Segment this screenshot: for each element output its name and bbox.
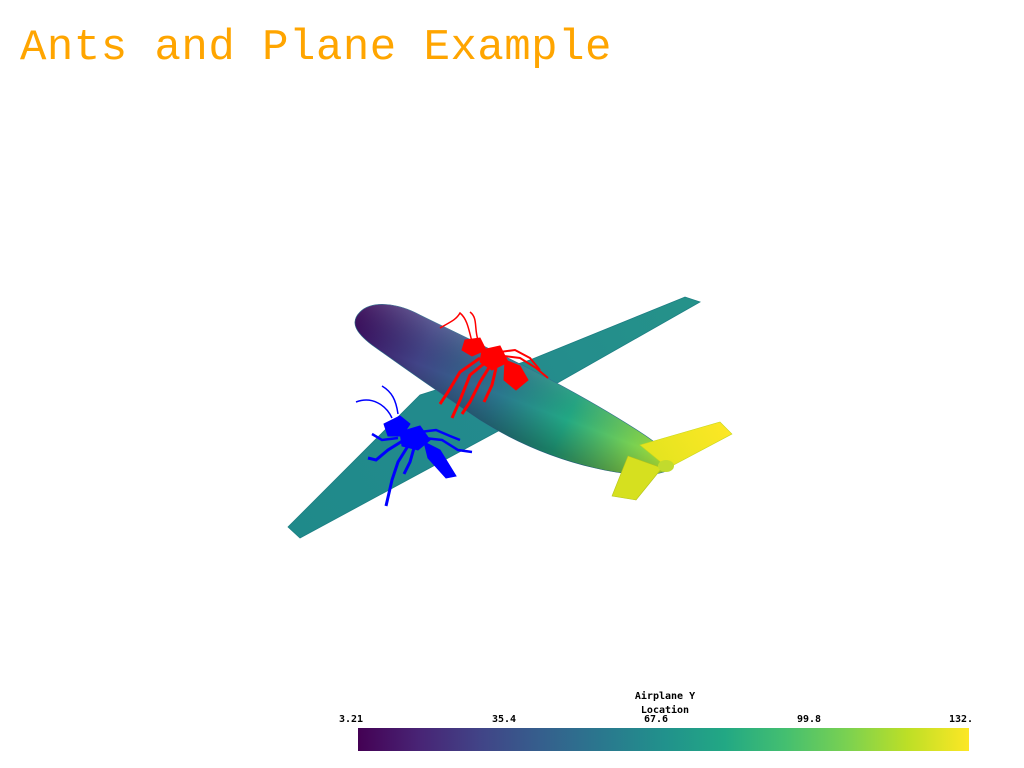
scalar-bar-tick-label: 67.6 bbox=[643, 714, 669, 725]
red-ant-antenna bbox=[439, 311, 473, 343]
red-ant-leg bbox=[460, 365, 492, 415]
red-ant[interactable] bbox=[438, 311, 549, 419]
scalar-bar: Airplane Y Location 3.21 35.4 67.6 99.8 … bbox=[330, 690, 1000, 756]
blue-ant-leg bbox=[402, 447, 416, 475]
red-ant-leg bbox=[482, 367, 498, 403]
scalar-bar-colormap bbox=[358, 728, 969, 751]
scalar-bar-tick-label: 132. bbox=[948, 714, 974, 725]
red-ant-leg bbox=[499, 348, 541, 371]
blue-ant-antenna bbox=[381, 385, 399, 415]
plot-title: Ants and Plane Example bbox=[20, 23, 612, 73]
red-ant-leg bbox=[503, 355, 549, 379]
blue-ant-abdomen bbox=[423, 441, 457, 479]
blue-ant-leg bbox=[371, 432, 399, 442]
scalar-bar-title: Airplane Y Location bbox=[634, 691, 696, 716]
scalar-bar-tick-label: 99.8 bbox=[796, 714, 822, 725]
red-ant-abdomen bbox=[503, 359, 529, 391]
blue-ant-antenna bbox=[355, 399, 393, 419]
red-ant-leg bbox=[438, 356, 481, 405]
red-ant-antenna bbox=[469, 311, 479, 341]
blue-ant-leg bbox=[367, 438, 405, 462]
airplane-vertical-tail bbox=[611, 455, 663, 501]
blue-ant-leg bbox=[384, 445, 410, 507]
airplane-tail-cone bbox=[658, 460, 674, 472]
blue-ant-leg bbox=[419, 428, 461, 442]
red-ant-head bbox=[461, 337, 487, 357]
airplane-horizontal-stabilizer bbox=[639, 421, 733, 469]
scalar-bar-tick-label: 3.21 bbox=[338, 714, 364, 725]
blue-ant[interactable] bbox=[355, 385, 473, 507]
red-ant-leg bbox=[450, 360, 487, 419]
airplane[interactable] bbox=[287, 296, 733, 539]
scalar-bar-tick-label: 35.4 bbox=[491, 714, 517, 725]
airplane-fuselage-shading bbox=[354, 304, 671, 475]
blue-ant-leg bbox=[423, 436, 473, 454]
